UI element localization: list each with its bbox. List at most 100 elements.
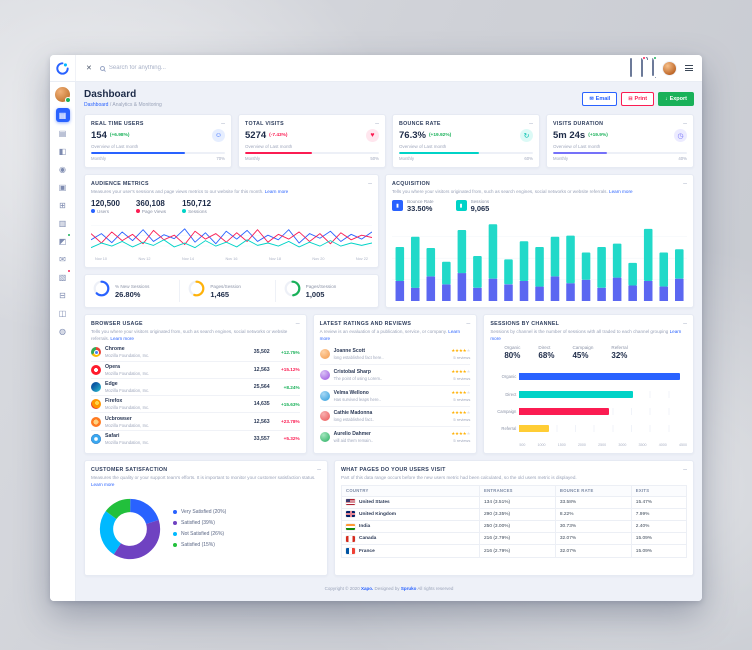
sidebar-item-mail[interactable]: ✉ — [59, 254, 66, 264]
sidebar-item-pages[interactable]: ▣ — [58, 182, 67, 192]
duration-icon: ◷ — [674, 129, 687, 142]
learn-more-link[interactable]: Learn more — [91, 481, 115, 487]
learn-more-link[interactable]: Learn more — [319, 329, 461, 341]
collapse-icon[interactable] — [529, 121, 533, 126]
collapse-icon[interactable] — [368, 181, 372, 186]
channel-bar-row: Referral — [490, 424, 687, 432]
sidebar-item-lock[interactable]: ◫ — [58, 308, 67, 318]
sidebar-item-tables[interactable]: ▥ — [58, 218, 67, 228]
collapse-icon[interactable] — [683, 121, 687, 126]
collapse-icon[interactable] — [317, 467, 321, 472]
sidebar-item-apps[interactable]: ▤ — [58, 128, 67, 138]
browser-row: Firefox Mozilla Foundation, Inc. 14,635 +15… — [91, 395, 300, 412]
countries-table: COUNTRY ENTRANCES BOUNCE RATE EXITS Unit… — [341, 484, 688, 558]
progress-bar — [553, 152, 687, 154]
us-flag-icon — [346, 499, 355, 506]
progress-ring — [93, 280, 110, 302]
collapse-icon[interactable] — [683, 181, 687, 186]
footer-brand-link[interactable]: Xapo. — [360, 586, 374, 591]
satisfaction-legend: Very Satisfied (20%) Satisfied (39%) Not… — [173, 509, 226, 548]
bar-chart-icon: ▮ — [392, 200, 403, 212]
pages-visited-card: WHAT PAGES DO YOUR USERS VISIT Part of t… — [334, 460, 694, 576]
star-rating: ★★★★★ — [451, 431, 471, 437]
learn-more-link[interactable]: Learn more — [264, 189, 289, 194]
star-rating: ★★★★★ — [451, 410, 471, 416]
header-actions: ✉ Email ⊟ Print ↓ Export — [582, 91, 694, 106]
kpi-card-real-time-users: REAL TIME USERS 154(+6.98%) ☺ Overview o… — [84, 114, 232, 168]
sidebar-item-widgets[interactable]: ◧ — [58, 146, 67, 156]
channel-bar-row: Direct — [490, 390, 687, 398]
edge-icon — [91, 382, 101, 393]
pages-session-stat: Pages/Session 1,465 — [179, 280, 274, 302]
browser-usage-card: BROWSER USAGE Tells you where your visit… — [84, 314, 307, 454]
sidebar-item-charts[interactable]: ◩ — [56, 233, 71, 248]
collapse-icon[interactable] — [296, 321, 300, 326]
main-content: Dashboard Dashboard / Analytics & Monito… — [76, 82, 702, 601]
search-bar — [99, 65, 630, 71]
search-input[interactable] — [108, 65, 329, 71]
breadcrumb: Dashboard / Analytics & Monitoring — [84, 102, 162, 108]
bar-chart-icon: ▮ — [455, 200, 467, 212]
email-button[interactable]: ✉ Email — [582, 91, 618, 106]
pages-session-stat: Pages/Session 1,005 — [274, 280, 370, 302]
export-button[interactable]: ↓ Export — [658, 91, 694, 106]
review-item: Aurelio Dahmer will aid them remain.. ★★★★… — [319, 426, 471, 447]
audience-metrics-card: AUDIENCE METRICS Measures your user's se… — [84, 174, 379, 268]
print-button[interactable]: ⊟ Print — [621, 91, 655, 106]
menu-icon[interactable] — [685, 65, 693, 71]
progress-ring — [188, 280, 205, 302]
top-navbar: ✕ — [50, 55, 702, 82]
reviewer-avatar — [319, 432, 330, 443]
reviewer-avatar — [319, 369, 330, 380]
export-icon: ↓ — [665, 95, 668, 102]
notifications-icon[interactable] — [652, 56, 657, 77]
kpi-card-bounce-rate: BOUNCE RATE 76.3%(+19.92%) ↻ Overview of… — [392, 114, 540, 168]
sidebar-item-files[interactable]: ⊟ — [59, 290, 66, 300]
footer: Copyright © 2020 Xapo. Designed by Spruk… — [324, 586, 454, 591]
expand-icon[interactable] — [630, 58, 632, 77]
sidebar-avatar[interactable] — [55, 87, 71, 103]
breadcrumb-home[interactable]: Dashboard — [84, 102, 109, 108]
browser-row: Safari Mozilla Foundation, Inc. 33,557 +5.3… — [91, 429, 300, 447]
sidebar-item-calendar[interactable]: ▧ — [56, 269, 71, 284]
search-icon — [99, 65, 105, 71]
progress-ring — [284, 280, 301, 302]
collapse-icon[interactable] — [683, 321, 687, 326]
breadcrumb-current: Analytics & Monitoring — [112, 102, 162, 108]
review-item: Cathie Madonna long established fact.. ★★★… — [319, 405, 471, 427]
cart-icon[interactable] — [641, 56, 646, 77]
footer-designer-link[interactable]: Spruko — [400, 586, 417, 591]
learn-more-link[interactable]: Learn more — [490, 329, 682, 341]
sidebar-item-settings[interactable]: ◍ — [59, 326, 66, 336]
new-sessions-stat: % New Sessions 26.80% — [93, 280, 179, 302]
reviewer-avatar — [319, 411, 330, 422]
users-icon: ☺ — [212, 129, 225, 142]
review-item: Cristobal Sharp The point of using Lorem.… — [319, 364, 471, 385]
collapse-icon[interactable] — [683, 467, 687, 472]
app-logo[interactable] — [50, 55, 76, 81]
collapse-icon[interactable] — [466, 321, 470, 326]
channel-bar-row: Campaign — [490, 407, 687, 415]
sidebar-item-forms[interactable]: ⊞ — [59, 200, 66, 210]
collapse-icon[interactable] — [221, 121, 225, 126]
navbar-actions — [630, 56, 702, 77]
kpi-row: REAL TIME USERS 154(+6.98%) ☺ Overview o… — [84, 114, 694, 168]
learn-more-link[interactable]: Learn more — [110, 335, 134, 341]
ca-flag-icon — [346, 535, 355, 542]
close-icon[interactable]: ✕ — [86, 65, 92, 72]
browser-row: Opera Mozilla Foundation, Inc. 12,563 +15.1… — [91, 360, 300, 378]
gb-flag-icon — [346, 511, 355, 518]
app-logo-icon — [56, 61, 69, 75]
user-avatar[interactable] — [663, 61, 676, 75]
acquisition-chart — [392, 215, 687, 301]
bounce-icon: ↻ — [520, 129, 533, 142]
learn-more-link[interactable]: Learn more — [609, 189, 633, 194]
sidebar: ▦ ▤ ◧ ◉ ▣ ⊞ ▥ ◩ ✉ ▧ ⊟ ◫ ◍ — [50, 82, 76, 601]
table-row: United Kingdom 290 (3.35%) 8.22% 7.99% — [341, 507, 688, 522]
sidebar-item-audio[interactable]: ◉ — [59, 164, 66, 174]
collapse-icon[interactable] — [375, 121, 379, 126]
ucbrowser-icon — [91, 416, 101, 427]
sidebar-item-dashboard[interactable]: ▦ — [55, 108, 70, 122]
mini-stats-card: % New Sessions 26.80% Pages/Session 1,465 … — [84, 274, 379, 308]
progress-bar — [245, 152, 379, 154]
